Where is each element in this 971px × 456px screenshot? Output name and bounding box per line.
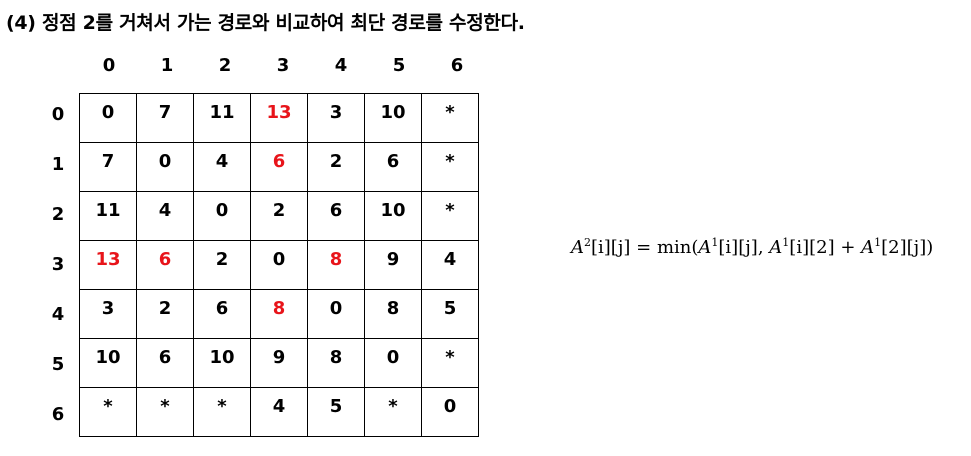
matrix-cell: 6 — [307, 191, 365, 241]
matrix-cell: 11 — [193, 93, 251, 143]
matrix-cell: 7 — [79, 142, 137, 192]
formula-equals-min: = min( — [630, 237, 699, 258]
matrix-cell: 8 — [364, 289, 422, 339]
matrix-cell-updated: 8 — [307, 240, 365, 290]
formula-term2-index: [i][2] + — [789, 237, 856, 258]
formula-superscript: 1 — [874, 236, 882, 249]
matrix-cell: 0 — [250, 240, 308, 290]
row-header: 0 — [51, 104, 65, 125]
formula-term1-index: [i][j], — [718, 237, 764, 258]
matrix-cell-updated: 13 — [79, 240, 137, 290]
formula-term3-index: [2][j]) — [881, 237, 934, 258]
matrix-cell: 11 — [79, 191, 137, 241]
row-header: 5 — [51, 354, 65, 375]
matrix-cell: * — [421, 93, 479, 143]
matrix-cell: * — [79, 387, 137, 437]
formula-lhs-index: [i][j] — [591, 237, 631, 258]
matrix-row: 7 0 4 6 2 6 * — [79, 142, 479, 192]
matrix-cell-updated: 6 — [136, 240, 194, 290]
matrix-cell: * — [193, 387, 251, 437]
matrix-cell: 0 — [364, 338, 422, 388]
matrix-cell: 9 — [364, 240, 422, 290]
matrix-cell: 10 — [364, 191, 422, 241]
formula-matrix-symbol: A — [861, 237, 875, 258]
matrix-cell-updated: 8 — [250, 289, 308, 339]
matrix-cell: 4 — [421, 240, 479, 290]
column-header: 2 — [218, 55, 232, 76]
matrix-cell: 2 — [307, 142, 365, 192]
formula-matrix-symbol: A — [698, 237, 712, 258]
matrix-cell: 0 — [136, 142, 194, 192]
row-header: 3 — [51, 254, 65, 275]
matrix-cell: 10 — [364, 93, 422, 143]
matrix-cell: 4 — [193, 142, 251, 192]
formula-matrix-symbol: A — [769, 237, 783, 258]
update-formula: A2[i][j] = min(A1[i][j], A1[i][2] + A1[2… — [571, 237, 933, 258]
matrix-cell: 0 — [307, 289, 365, 339]
distance-matrix: 0 7 11 13 3 10 * 7 0 4 6 2 6 * 11 4 0 2 6 10 * 13 6 2 0 8 9 4 3 2 6 8 0 8… — [79, 93, 479, 437]
formula-matrix-symbol: A — [571, 237, 584, 258]
matrix-row: 11 4 0 2 6 10 * — [79, 191, 479, 241]
matrix-cell: * — [421, 191, 479, 241]
column-header: 0 — [102, 55, 116, 76]
matrix-cell-updated: 6 — [250, 142, 308, 192]
matrix-cell: 8 — [307, 338, 365, 388]
row-header: 6 — [51, 404, 65, 425]
formula-superscript: 1 — [711, 236, 719, 249]
matrix-cell: 9 — [250, 338, 308, 388]
matrix-cell: 5 — [307, 387, 365, 437]
matrix-cell: * — [421, 142, 479, 192]
row-header: 2 — [51, 204, 65, 225]
column-header: 5 — [392, 55, 406, 76]
matrix-cell: 6 — [193, 289, 251, 339]
column-header: 1 — [160, 55, 174, 76]
matrix-cell: 5 — [421, 289, 479, 339]
matrix-cell: 2 — [193, 240, 251, 290]
matrix-cell: 3 — [79, 289, 137, 339]
row-header: 1 — [51, 154, 65, 175]
column-header: 6 — [450, 55, 464, 76]
matrix-cell: * — [421, 338, 479, 388]
matrix-cell: 10 — [193, 338, 251, 388]
matrix-cell: 6 — [364, 142, 422, 192]
column-header: 3 — [276, 55, 290, 76]
matrix-row: 0 7 11 13 3 10 * — [79, 93, 479, 143]
matrix-cell: 4 — [250, 387, 308, 437]
column-header: 4 — [334, 55, 348, 76]
matrix-row: 10 6 10 9 8 0 * — [79, 338, 479, 388]
matrix-cell: 2 — [250, 191, 308, 241]
matrix-cell: 3 — [307, 93, 365, 143]
formula-superscript: 2 — [584, 236, 591, 249]
matrix-cell: 4 — [136, 191, 194, 241]
matrix-cell: * — [136, 387, 194, 437]
matrix-cell: 7 — [136, 93, 194, 143]
matrix-row: 13 6 2 0 8 9 4 — [79, 240, 479, 290]
matrix-cell: 10 — [79, 338, 137, 388]
row-header: 4 — [51, 304, 65, 325]
matrix-cell: 2 — [136, 289, 194, 339]
section-title: (4) 정점 2를 거쳐서 가는 경로와 비교하여 최단 경로를 수정한다. — [6, 12, 525, 34]
matrix-cell-updated: 13 — [250, 93, 308, 143]
formula-superscript: 1 — [782, 236, 790, 249]
matrix-cell: 0 — [421, 387, 479, 437]
matrix-row: * * * 4 5 * 0 — [79, 387, 479, 437]
matrix-cell: 0 — [193, 191, 251, 241]
matrix-cell: * — [364, 387, 422, 437]
matrix-cell: 6 — [136, 338, 194, 388]
matrix-cell: 0 — [79, 93, 137, 143]
